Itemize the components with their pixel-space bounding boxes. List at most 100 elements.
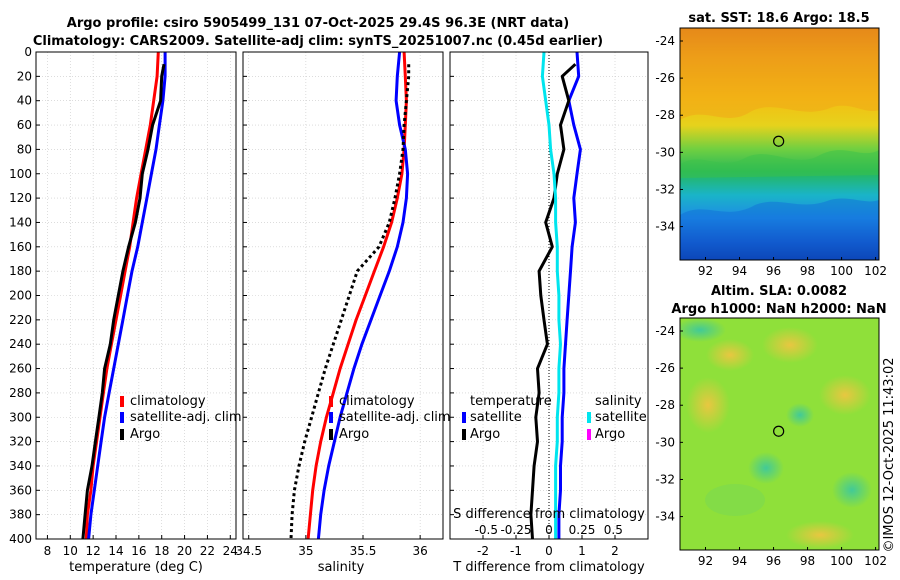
- x-tick-label: -1: [510, 544, 522, 558]
- x-tick-label: 24: [223, 544, 238, 558]
- legend-swatch-t-satellite: [462, 412, 466, 423]
- x-tick-label: 10: [63, 544, 78, 558]
- x-tick-label: -2: [477, 544, 489, 558]
- s-difference-tick-labels: -0.5 -0.25 0 0.25 0.5: [475, 523, 623, 537]
- x-tick-label: 8: [44, 544, 52, 558]
- sst-map-ticks: 92 94 96 98 100 102 -24 -26 -28 -30 -32 -34: [655, 34, 887, 278]
- legend-label-s-argo: Argo: [595, 427, 625, 442]
- map-y-tick-label: -32: [655, 472, 675, 486]
- map-x-tick-label: 100: [830, 264, 853, 278]
- y-tick-label: 160: [9, 240, 32, 254]
- legend-swatch-t-argo: [462, 429, 466, 440]
- y-tick-label: 180: [9, 264, 32, 278]
- sla-warm-eddy: [786, 521, 854, 549]
- sla-map-frame: [679, 317, 880, 551]
- legend-label-climatology: climatology: [339, 394, 415, 409]
- salinity-panel: 34.5 35 35.5 36 salinity climatology satell…: [235, 51, 451, 575]
- temperature-difference-legend: temperature satellite Argo: [462, 394, 552, 442]
- map-y-tick-label: -28: [655, 108, 675, 122]
- legend-label-s-satellite: satellite: [595, 410, 647, 425]
- y-tick-label: 20: [17, 69, 32, 83]
- series-line-argo: [81, 63, 166, 539]
- temperature-ticks: 8 10 12 14 16 18 20 22 2402040608010012014016018…: [9, 45, 238, 558]
- sst-cold-region: [680, 198, 879, 260]
- map-x-tick-label: 92: [698, 264, 713, 278]
- s-difference-label: S difference from climatology: [453, 507, 645, 522]
- legend-swatch-climatology: [329, 396, 333, 407]
- y-tick-label: 240: [9, 337, 32, 351]
- y-tick-label: 100: [9, 167, 32, 181]
- series-line-satellite-adj-clim: [316, 52, 410, 539]
- y-tick-label: 300: [9, 410, 32, 424]
- map-x-tick-label: 92: [698, 554, 713, 568]
- legend-label-t-satellite: satellite: [470, 410, 522, 425]
- x-tick-label: 20: [177, 544, 192, 558]
- y-tick-label: 320: [9, 435, 32, 449]
- sst-map-panel: sat. SST: 18.6 Argo: 18.5 92 94 96 98 100 102…: [655, 11, 887, 278]
- series-line-salinity-satellite: [540, 52, 562, 539]
- sla-cool-eddy: [680, 318, 726, 342]
- legend-label-argo: Argo: [130, 427, 160, 442]
- legend-label-climatology: climatology: [130, 394, 206, 409]
- sla-map-ticks: 92 94 96 98 100 102 -24 -26 -28 -30 -32 -34: [655, 324, 887, 568]
- legend-swatch-s-satellite: [587, 412, 591, 423]
- y-tick-label: 340: [9, 459, 32, 473]
- s-diff-tick-label: 0: [545, 523, 553, 537]
- map-y-tick-label: -34: [655, 510, 675, 524]
- map-y-tick-label: -24: [655, 324, 675, 338]
- map-y-tick-label: -30: [655, 435, 675, 449]
- temperature-panel: 8 10 12 14 16 18 20 22 2402040608010012014016018…: [9, 45, 242, 575]
- map-x-tick-label: 98: [800, 264, 815, 278]
- sla-map-panel: Altim. SLA: 0.0082 Argo h1000: NaN h2000…: [655, 284, 887, 568]
- series-line-argo: [289, 64, 411, 539]
- series-line-temperature-argo: [529, 63, 577, 539]
- x-tick-label: 22: [200, 544, 215, 558]
- legend-swatch-argo: [329, 429, 333, 440]
- y-tick-label: 220: [9, 313, 32, 327]
- x-tick-label: 35.5: [350, 544, 377, 558]
- y-tick-label: 60: [17, 118, 32, 132]
- sla-map-title-line2: Argo h1000: NaN h2000: NaN: [671, 302, 886, 317]
- x-tick-label: 34.5: [235, 544, 262, 558]
- argo-location-marker: [773, 425, 785, 437]
- sla-warm-eddy: [706, 339, 754, 371]
- legend-swatch-satellite: [120, 412, 124, 423]
- map-x-tick-label: 102: [864, 264, 887, 278]
- y-tick-label: 140: [9, 215, 32, 229]
- sla-green-patch: [705, 484, 765, 516]
- salinity-lines: [289, 52, 411, 539]
- y-tick-label: 80: [17, 142, 32, 156]
- x-tick-label: 2: [611, 544, 619, 558]
- difference-axes-frame: [449, 51, 649, 540]
- legend-swatch-satellite: [329, 412, 333, 423]
- s-diff-tick-label: 0.5: [604, 523, 623, 537]
- x-tick-label: 18: [154, 544, 169, 558]
- sst-field: [680, 28, 879, 260]
- temperature-legend: climatology satellite-adj. clim Argo: [120, 394, 242, 442]
- x-tick-label: 14: [108, 544, 123, 558]
- legend-label-satellite: satellite-adj. clim: [339, 410, 451, 425]
- temperature-axes-frame: [35, 51, 237, 540]
- argo-location-marker: [773, 135, 785, 147]
- salinity-ticks: 34.5 35 35.5 36: [235, 51, 428, 558]
- x-tick-label: 36: [413, 544, 428, 558]
- s-diff-tick-label: 0.25: [569, 523, 596, 537]
- salinity-difference-legend: salinity satellite Argo: [587, 394, 647, 442]
- map-y-tick-label: -34: [655, 220, 675, 234]
- difference-panel: -2 -1 0 1 2 S difference from climatology -0…: [449, 51, 649, 575]
- temperature-grid: [36, 51, 236, 540]
- salinity-legend: climatology satellite-adj. clim Argo: [329, 394, 451, 442]
- series-line-satellite-adj-clim: [87, 52, 167, 539]
- map-y-tick-label: -24: [655, 34, 675, 48]
- sst-map-title: sat. SST: 18.6 Argo: 18.5: [688, 11, 869, 26]
- map-x-tick-label: 102: [864, 554, 887, 568]
- sla-cool-eddy: [786, 403, 814, 427]
- map-y-tick-label: -26: [655, 71, 675, 85]
- map-x-tick-label: 98: [800, 554, 815, 568]
- figure-title-line1: Argo profile: csiro 5905499_131 07-Oct-2…: [67, 16, 569, 31]
- map-y-tick-label: -32: [655, 182, 675, 196]
- figure-title-line2: Climatology: CARS2009. Satellite-adj cli…: [33, 34, 603, 49]
- x-tick-label: 1: [578, 544, 586, 558]
- y-tick-label: 360: [9, 483, 32, 497]
